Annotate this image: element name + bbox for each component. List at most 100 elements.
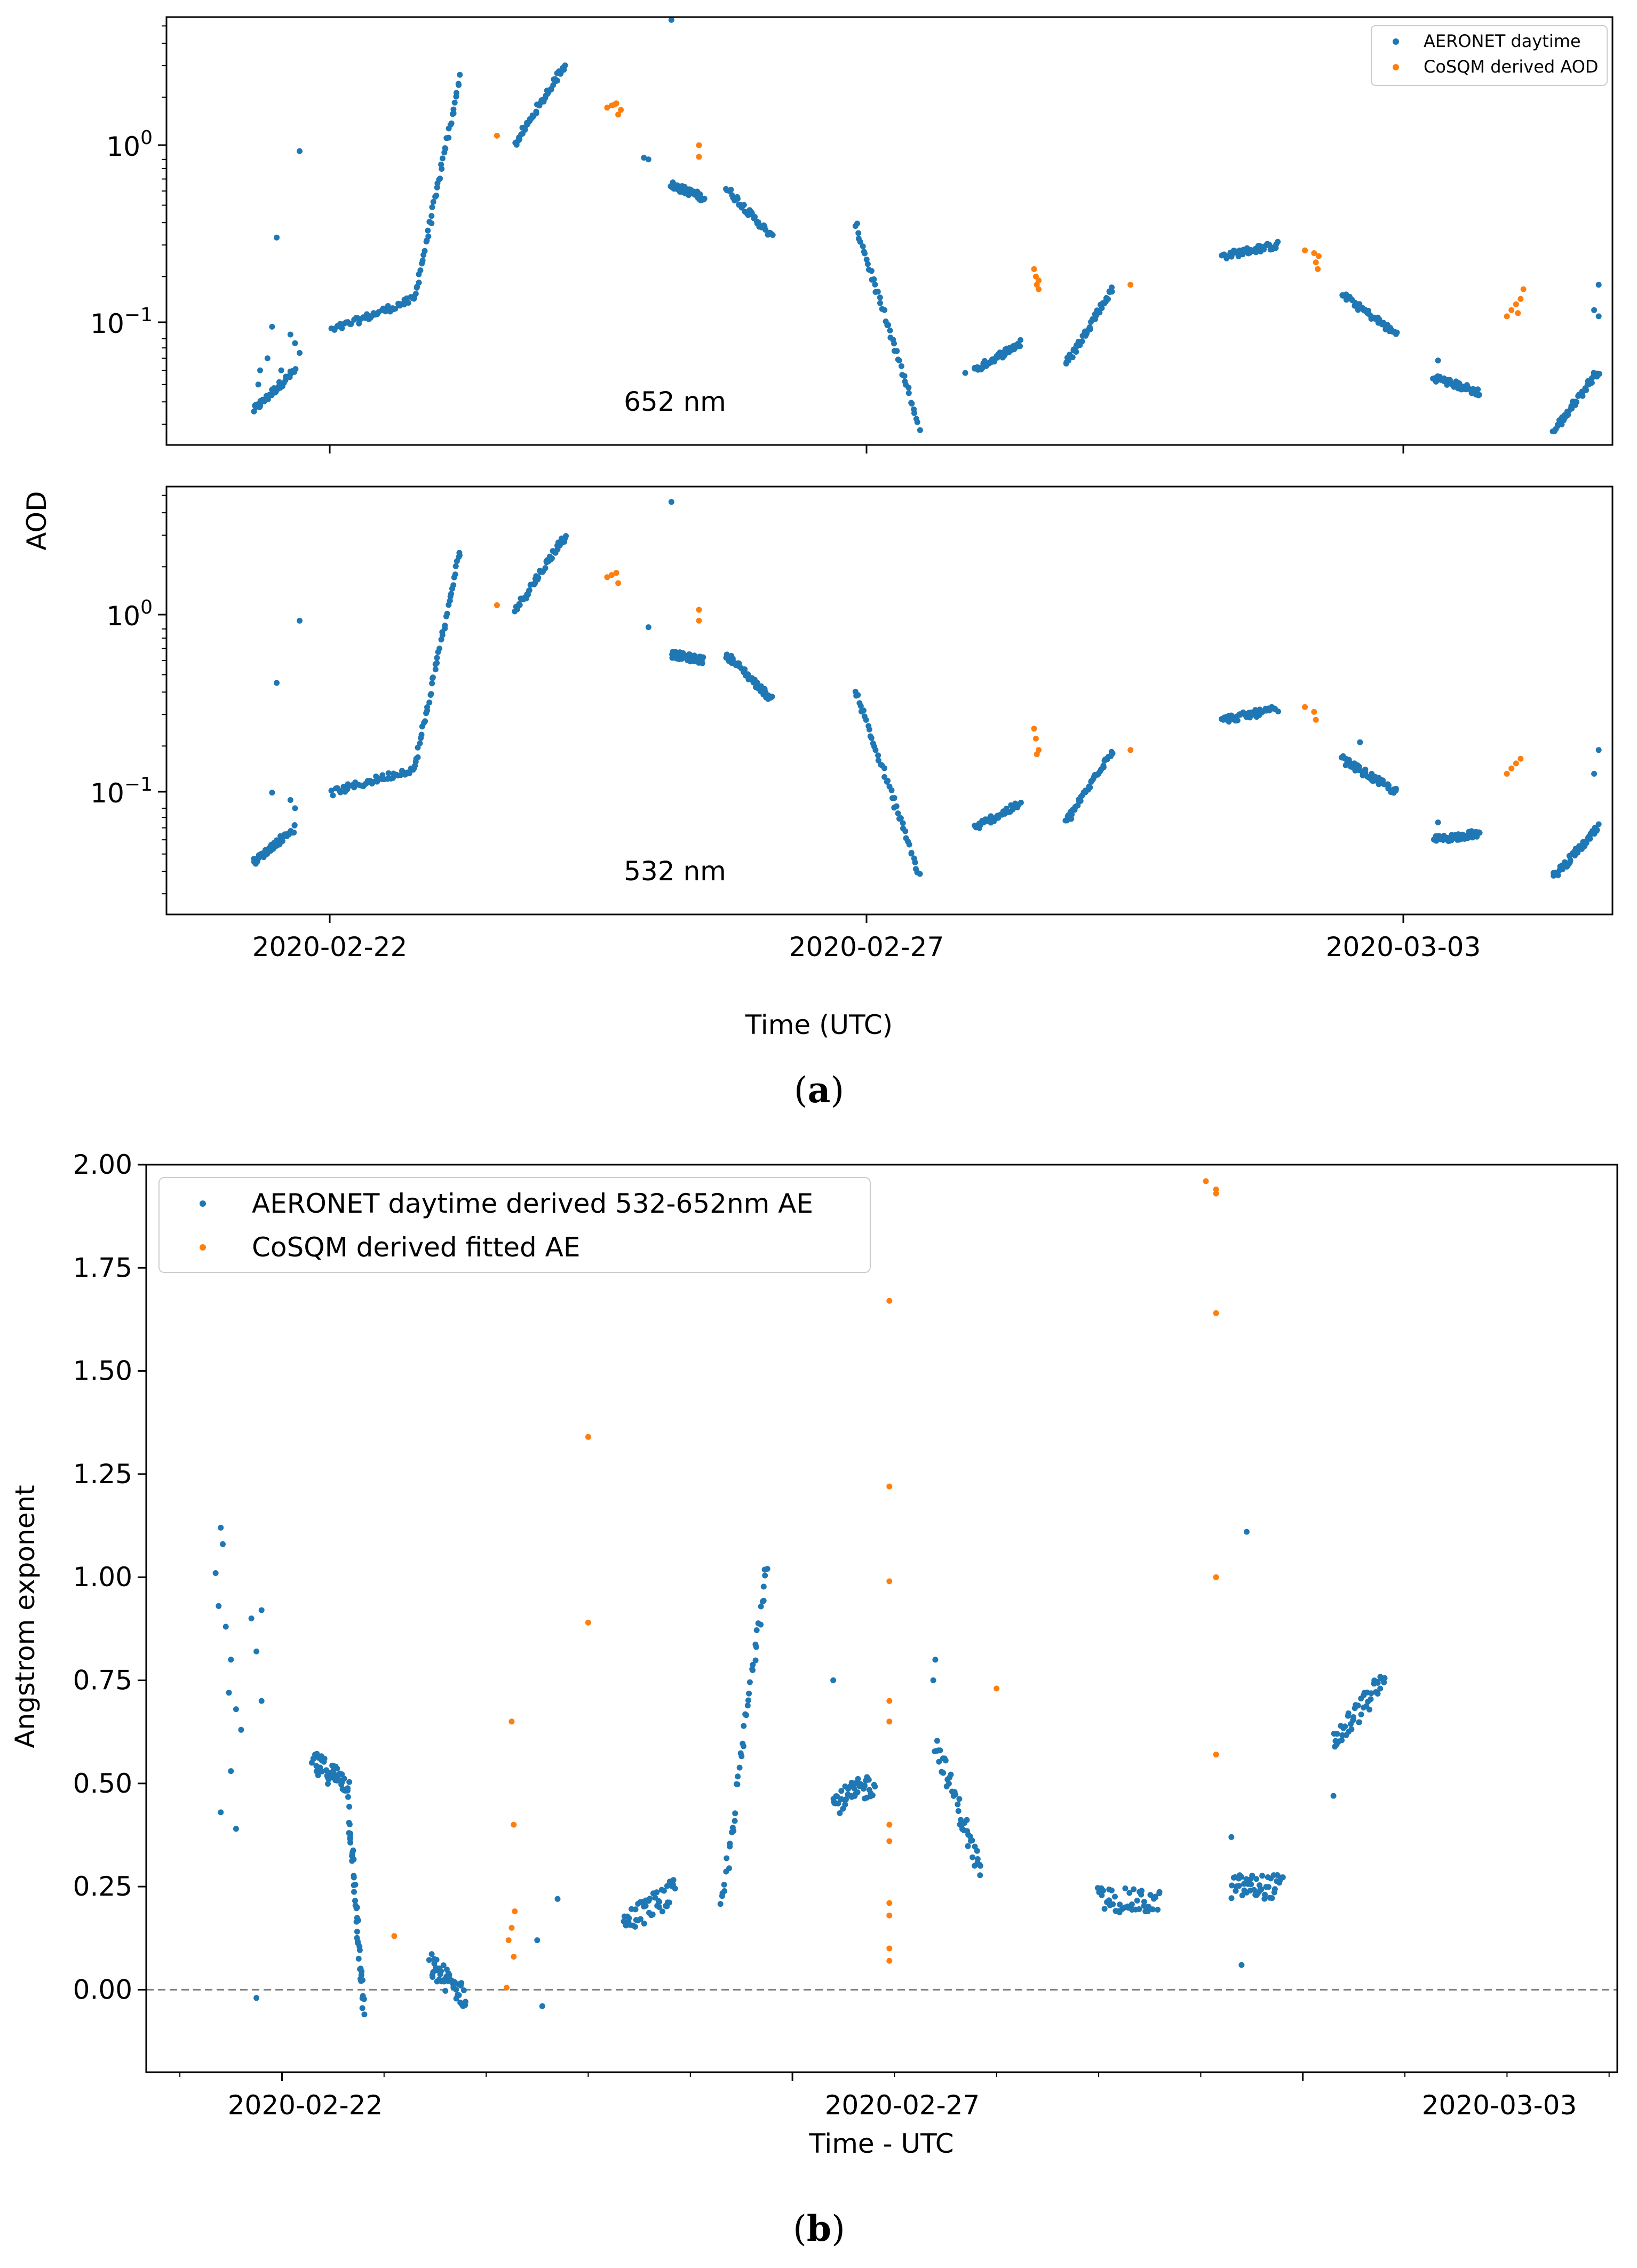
aod-532nm-aeronet-segment-2-point [422, 718, 428, 725]
angstrom-aeronet-segment-9-point [1377, 1685, 1384, 1692]
aod-532nm-aeronet-segment-3-point [526, 587, 533, 593]
aod-532nm-aeronet-segment-2-point [438, 636, 444, 643]
aod-532nm-aeronet-point [274, 680, 280, 686]
b-xtick-label-2020-03-03: 2020-03-03 [1422, 2090, 1577, 2121]
legend-a-cosqm-label: CoSQM derived AOD [1424, 57, 1599, 77]
aod-532nm-aeronet-segment-12-point [1560, 866, 1566, 872]
b-xtick-label-2020-02-22: 2020-02-22 [228, 2090, 383, 2121]
angstrom-cosqm-point [508, 1718, 515, 1725]
aod-532nm-aeronet-segment-1-point [337, 789, 344, 795]
aod-652nm-aeronet-segment-5-point [741, 202, 747, 208]
angstrom-aeronet-segment-4-point [732, 1810, 738, 1817]
aod-532nm-y-ticks [158, 495, 166, 895]
angstrom-aeronet-segment-8-point [1239, 1892, 1245, 1899]
angstrom-aeronet-segment-1-point [346, 1820, 352, 1826]
a-xtick-label-2020-02-27: 2020-02-27 [789, 932, 944, 962]
angstrom-aeronet-segment-4-point [726, 1865, 732, 1872]
aod-532nm-ytick-1e0: 100 [106, 596, 153, 632]
angstrom-aeronet-segment-1-point [351, 1889, 357, 1895]
angstrom-aeronet-segment-4-point [745, 1697, 751, 1704]
panel-label-652nm: 652 nm [624, 386, 726, 417]
aod-532nm-aeronet-segment-10-point [1393, 787, 1399, 794]
angstrom-aeronet-segment-4-point [760, 1583, 767, 1590]
aod-652nm-aeronet-segment-6-point [901, 373, 908, 379]
aod-532nm-aeronet-point [269, 790, 275, 796]
angstrom-aeronet-segment-0-point [321, 1755, 328, 1762]
angstrom-aeronet-segment-5-point [869, 1792, 876, 1799]
angstrom-cosqm-point [585, 1434, 591, 1440]
aod-652nm-aeronet-segment-6-point [905, 390, 912, 396]
angstrom-aeronet-segment-9-point [1374, 1680, 1381, 1686]
aod-652nm-aeronet-point [269, 323, 275, 330]
aod-652nm-aeronet-segment-11-point [1444, 381, 1450, 388]
aod-652nm-aeronet-segment-6-point [914, 419, 920, 425]
aod-532nm-cosqm-point [1034, 751, 1040, 758]
aod-652nm-cosqm-point [1036, 286, 1042, 292]
aod-532nm-aeronet-segment-2-point [426, 699, 433, 706]
angstrom-cosqm-point [886, 1838, 893, 1844]
aod-652nm-aeronet-segment-2-point [438, 161, 444, 168]
aod-652nm-aeronet-segment-2-point [439, 166, 445, 172]
angstrom-aeronet-segment-3-point [626, 1915, 632, 1921]
b-ytick-label: 1.75 [73, 1252, 132, 1283]
angstrom-aeronet-segment-1-point [355, 1917, 361, 1923]
aod-652nm-aeronet-segment-3-point [533, 110, 539, 116]
aod-652nm-aeronet-segment-9-point [1239, 251, 1246, 258]
angstrom-y-ticks: 0.00 0.25 0.50 0.75 1.00 1.25 1.50 1.75 2.00 [73, 1149, 146, 2005]
aod-652nm-cosqm-point [604, 105, 610, 111]
aod-652nm-aeronet-segment-5-point [728, 187, 734, 193]
legend-b: AERONET daytime derived 532-652nm AE CoS… [158, 1177, 871, 1273]
aod-652nm-aeronet-segment-2-point [419, 257, 426, 264]
aod-652nm-aeronet-segment-0-point [251, 408, 257, 415]
aod-652nm-aeronet-segment-1-point [392, 306, 399, 312]
angstrom-aeronet-segment-9-point [1355, 1702, 1361, 1709]
angstrom-aeronet-segment-7-point [1101, 1906, 1108, 1912]
angstrom-aeronet-segment-7-point [1134, 1897, 1140, 1904]
angstrom-aeronet-segment-3-point [656, 1899, 662, 1905]
angstrom-aeronet-segment-8-point [1265, 1884, 1272, 1890]
aod-532nm-aeronet-segment-6-point [906, 841, 912, 848]
angstrom-aeronet-point [534, 1937, 541, 1944]
a-xlabel: Time (UTC) [745, 1009, 893, 1040]
aod-652nm-aeronet-segment-12-point [1579, 393, 1586, 399]
aod-532nm-aeronet-segment-12-point [1575, 849, 1581, 856]
aod-532nm-markers [251, 499, 1602, 879]
angstrom-aeronet-segment-9-point [1345, 1710, 1352, 1716]
aod-532nm-aeronet-segment-6-point [917, 871, 923, 877]
angstrom-aeronet-segment-1-point [361, 1996, 367, 2002]
angstrom-aeronet-segment-6-point [972, 1843, 978, 1850]
angstrom-aeronet-segment-1-point [352, 1898, 358, 1904]
angstrom-aeronet-point [554, 1896, 561, 1902]
angstrom-cosqm-point [505, 1937, 512, 1944]
aod-532nm-aeronet-segment-6-point [908, 849, 915, 856]
angstrom-aeronet-segment-7-point [1117, 1901, 1123, 1908]
aod-652nm-aeronet-point [1595, 282, 1602, 288]
aod-532nm-aeronet-segment-3-point [542, 565, 549, 571]
angstrom-aeronet-segment-7-point [1145, 1908, 1151, 1914]
aod-532nm-aeronet-segment-12-point [1594, 826, 1600, 833]
aod-652nm-aeronet-segment-2-point [425, 233, 432, 240]
aod-532nm-aeronet-segment-2-point [450, 582, 457, 588]
aod-652nm-aeronet-segment-8-point [1096, 309, 1102, 316]
angstrom-aeronet-point [830, 1677, 837, 1683]
aod-532nm-cosqm-point [1313, 717, 1319, 723]
angstrom-aeronet-segment-8-point [1233, 1888, 1239, 1894]
angstrom-aeronet-segment-8-point [1249, 1873, 1255, 1879]
angstrom-cosqm-point [503, 1985, 510, 1991]
aod-652nm-aeronet-segment-2-point [450, 106, 457, 113]
aod-532nm-aeronet-segment-6-point [902, 828, 909, 834]
angstrom-plot-frame [145, 1164, 1618, 2073]
aod-652nm-cosqm-point [1302, 247, 1308, 253]
aod-532nm-aeronet-point [287, 797, 293, 803]
aod-532nm-aeronet-segment-6-point [912, 860, 918, 865]
aod-532nm-aeronet-segment-1-point [328, 787, 335, 794]
aod-532nm-aeronet-segment-5-point [745, 671, 751, 678]
aod-532nm-aeronet-point [1435, 819, 1441, 825]
angstrom-aeronet-segment-8-point [1280, 1874, 1286, 1881]
angstrom-aeronet-segment-8-point [1259, 1873, 1266, 1879]
aod-532nm-aeronet-segment-2-point [452, 563, 459, 569]
aod-532nm-cosqm-point [609, 572, 615, 578]
aod-532nm-aeronet-segment-6-point [888, 787, 895, 793]
angstrom-aeronet-segment-0-point [345, 1785, 351, 1792]
angstrom-aeronet-segment-6-point [974, 1848, 980, 1854]
